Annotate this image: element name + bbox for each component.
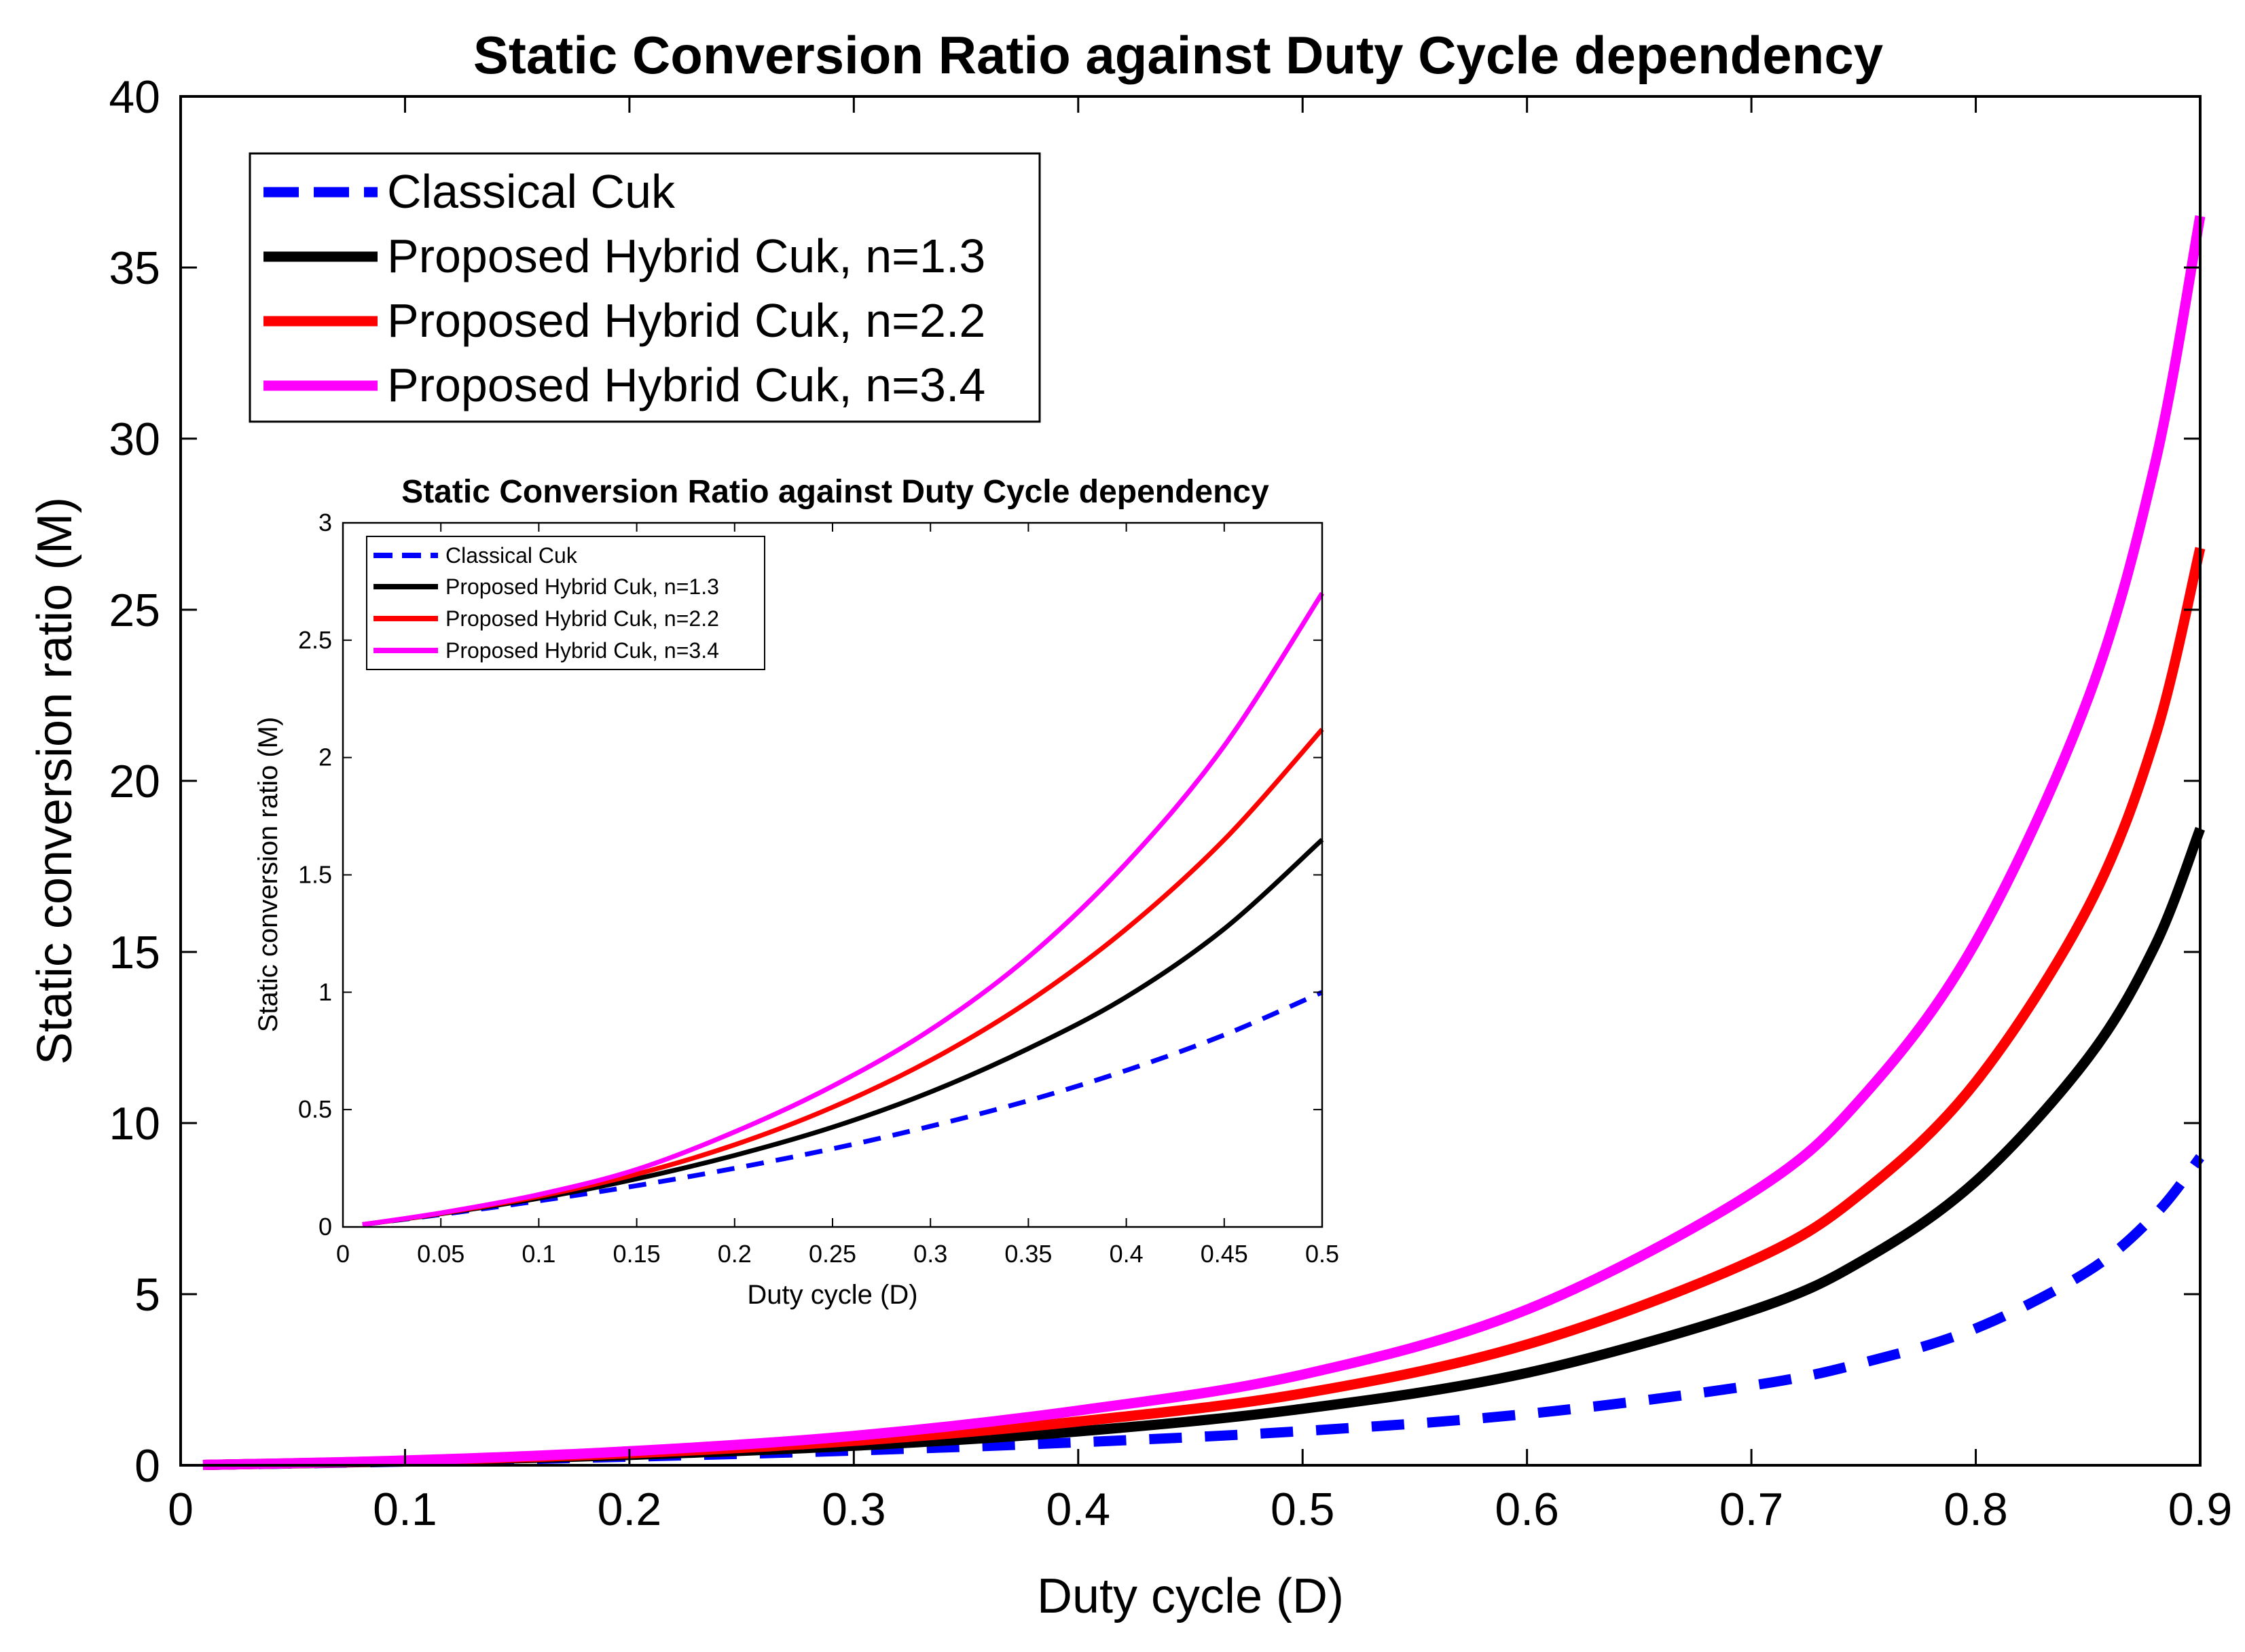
main-y-tick-label: 10 bbox=[109, 1098, 160, 1150]
inset-y-tick-label: 2.5 bbox=[298, 626, 332, 654]
inset-legend: Classical Cuk Proposed Hybrid Cuk, n=1.3… bbox=[366, 536, 765, 670]
main-legend-label-classical-cuk: Classical Cuk bbox=[387, 165, 676, 218]
main-y-tick-label: 0 bbox=[134, 1440, 160, 1492]
inset-y-tick-label: 0.5 bbox=[298, 1095, 332, 1123]
main-chart-title: Static Conversion Ratio against Duty Cyc… bbox=[473, 25, 1883, 85]
main-y-tick-label: 15 bbox=[109, 927, 160, 978]
inset-x-axis: 0 0.05 0.1 0.15 0.2 0.25 0.3 0.35 0.4 0.45 0.5 bbox=[336, 523, 1339, 1268]
main-x-tick-label: 0.2 bbox=[598, 1484, 662, 1535]
inset-y-axis-label: Static conversion ratio (M) bbox=[253, 717, 283, 1033]
inset-x-tick-label: 0.1 bbox=[522, 1240, 555, 1268]
inset-x-tick-label: 0.2 bbox=[718, 1240, 752, 1268]
inset-series-line-proposed-hybrid-cuk-n-3-4 bbox=[362, 591, 1324, 1227]
main-y-tick-label: 25 bbox=[109, 585, 160, 636]
main-x-tick-label: 0.1 bbox=[373, 1484, 437, 1535]
main-y-axis-label: Static conversion ratio (M) bbox=[28, 497, 82, 1065]
inset-x-tick-label: 0.05 bbox=[417, 1240, 464, 1268]
inset-legend-label-n13: Proposed Hybrid Cuk, n=1.3 bbox=[445, 574, 719, 599]
main-x-tick-label: 0.7 bbox=[1719, 1484, 1784, 1535]
inset-legend-label-classical-cuk: Classical Cuk bbox=[445, 543, 578, 568]
inset-y-tick-label: 1 bbox=[318, 978, 332, 1006]
main-legend: Classical Cuk Proposed Hybrid Cuk, n=1.3… bbox=[249, 152, 1041, 423]
main-x-tick-label: 0.8 bbox=[1943, 1484, 2008, 1535]
inset-y-tick-label: 0 bbox=[318, 1213, 332, 1241]
inset-x-tick-label: 0.3 bbox=[913, 1240, 947, 1268]
inset-x-tick-label: 0.25 bbox=[809, 1240, 856, 1268]
inset-chart: Static Conversion Ratio against Duty Cyc… bbox=[241, 462, 1348, 1338]
inset-x-tick-label: 0.45 bbox=[1201, 1240, 1248, 1268]
main-y-tick-label: 35 bbox=[109, 242, 160, 294]
inset-y-tick-label: 3 bbox=[318, 509, 332, 536]
inset-x-tick-label: 0 bbox=[336, 1240, 350, 1268]
main-legend-label-n22: Proposed Hybrid Cuk, n=2.2 bbox=[387, 294, 985, 347]
inset-x-tick-label: 0.4 bbox=[1110, 1240, 1144, 1268]
main-x-tick-label: 0.5 bbox=[1271, 1484, 1335, 1535]
main-x-tick-label: 0.6 bbox=[1495, 1484, 1559, 1535]
main-legend-label-n13: Proposed Hybrid Cuk, n=1.3 bbox=[387, 230, 985, 282]
inset-x-tick-label: 0.35 bbox=[1004, 1240, 1052, 1268]
main-x-tick-label: 0.4 bbox=[1046, 1484, 1111, 1535]
main-x-tick-label: 0 bbox=[168, 1484, 194, 1535]
main-y-tick-label: 5 bbox=[134, 1269, 160, 1321]
inset-y-tick-label: 1.5 bbox=[298, 861, 332, 889]
main-y-tick-label: 20 bbox=[109, 756, 160, 807]
main-x-axis: 0 0.1 0.2 0.3 0.4 0.5 0.6 0.7 0.8 0.9 bbox=[168, 96, 2232, 1535]
main-y-tick-label: 30 bbox=[109, 414, 160, 465]
main-x-axis-label: Duty cycle (D) bbox=[1037, 1569, 1344, 1623]
inset-y-tick-label: 2 bbox=[318, 744, 332, 771]
inset-x-tick-label: 0.5 bbox=[1305, 1240, 1339, 1268]
inset-y-axis: 0 0.5 1 1.5 2 2.5 3 bbox=[298, 509, 1322, 1241]
main-legend-label-n34: Proposed Hybrid Cuk, n=3.4 bbox=[387, 359, 985, 411]
main-y-tick-label: 40 bbox=[109, 71, 160, 123]
inset-x-axis-label: Duty cycle (D) bbox=[747, 1280, 917, 1310]
inset-legend-label-n34: Proposed Hybrid Cuk, n=3.4 bbox=[445, 638, 719, 663]
inset-x-tick-label: 0.15 bbox=[613, 1240, 661, 1268]
main-x-tick-label: 0.3 bbox=[822, 1484, 886, 1535]
inset-legend-box bbox=[366, 536, 765, 670]
inset-chart-title: Static Conversion Ratio against Duty Cyc… bbox=[401, 474, 1269, 510]
inset-series-group bbox=[362, 591, 1324, 1227]
inset-legend-label-n22: Proposed Hybrid Cuk, n=2.2 bbox=[445, 606, 719, 631]
main-legend-box bbox=[249, 152, 1041, 423]
main-x-tick-label: 0.9 bbox=[2168, 1484, 2233, 1535]
